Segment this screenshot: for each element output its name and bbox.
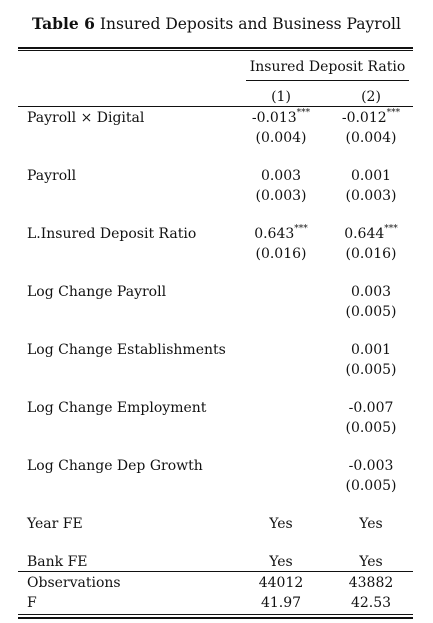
se-col1: (0.004) — [236, 129, 326, 147]
fe-col1: Yes — [236, 515, 326, 533]
row-label-value: Log Change Payroll — [27, 284, 167, 300]
fe-label: Year FE — [27, 515, 83, 533]
stat-col2-value: 42.53 — [350, 595, 392, 611]
se-col2: (0.005) — [325, 361, 417, 379]
coef-col1: -0.013*** — [236, 109, 326, 127]
se-col1: (0.003) — [236, 187, 326, 205]
se-col2-value: (0.005) — [345, 420, 397, 436]
coef-col1-value: 0.003 — [260, 168, 302, 184]
row-label: Log Change Employment — [27, 399, 206, 417]
table-caption-label: Table 6 — [32, 14, 95, 33]
stat-col1: 44012 — [236, 574, 326, 592]
coef-col1-value: -0.013 — [251, 110, 297, 126]
fe-col2-value: Yes — [359, 516, 383, 532]
stat-col2-value: 43882 — [348, 575, 394, 591]
coef-col2-value: 0.001 — [350, 168, 392, 184]
se-col1-value: (0.016) — [255, 246, 307, 262]
fe-col1-value: Yes — [269, 554, 293, 570]
row-label: Log Change Dep Growth — [27, 457, 203, 475]
coef-col2-value: -0.012 — [341, 110, 387, 126]
bottom-rule — [18, 617, 413, 619]
coef-col2: 0.644*** — [325, 225, 417, 243]
row-label: L.Insured Deposit Ratio — [27, 225, 196, 243]
coef-col2-value: 0.001 — [350, 342, 392, 358]
coef-col2-value: -0.007 — [348, 400, 394, 416]
bottom-rule-inner — [18, 614, 413, 615]
column-1-header: (1) — [271, 89, 291, 105]
row-label-value: L.Insured Deposit Ratio — [27, 226, 197, 242]
fe-label: Bank FE — [27, 553, 88, 571]
row-label: Payroll × Digital — [27, 109, 144, 127]
se-col1-value: (0.003) — [255, 188, 307, 204]
fe-col1-value: Yes — [269, 516, 293, 532]
coef-col1-significance-stars: *** — [296, 108, 311, 119]
coef-col2: -0.007 — [325, 399, 417, 417]
header-rule — [18, 106, 413, 107]
se-col2: (0.005) — [325, 419, 417, 437]
fe-label-value: Bank FE — [27, 554, 88, 570]
coef-col2: -0.003 — [325, 457, 417, 475]
column-2-header: (2) — [361, 89, 381, 105]
top-rule — [18, 47, 413, 49]
stat-label-value: F — [27, 595, 37, 611]
fe-label-value: Year FE — [27, 516, 83, 532]
se-col2-value: (0.016) — [345, 246, 397, 262]
se-col2: (0.004) — [325, 129, 417, 147]
se-col2: (0.003) — [325, 187, 417, 205]
fe-col2: Yes — [325, 515, 417, 533]
stat-col1-value: 41.97 — [260, 595, 302, 611]
stat-label: F — [27, 594, 37, 612]
se-col2-value: (0.005) — [345, 478, 397, 494]
stats-rule — [18, 571, 413, 572]
se-col2-value: (0.003) — [345, 188, 397, 204]
coef-col2-significance-stars: *** — [384, 224, 398, 235]
stat-col2: 42.53 — [325, 594, 417, 612]
top-rule-inner — [18, 50, 413, 51]
row-label-value: Payroll × Digital — [27, 110, 145, 126]
row-label-value: Log Change Establishments — [27, 342, 226, 358]
stat-col1-value: 44012 — [258, 575, 304, 591]
row-label-value: Log Change Dep Growth — [27, 458, 203, 474]
coef-col1-significance-stars: *** — [294, 224, 308, 235]
coef-col2: 0.001 — [325, 341, 417, 359]
dependent-variable-header: Insured Deposit Ratio — [249, 59, 406, 75]
coef-col1: 0.643*** — [236, 225, 326, 243]
coef-col2-value: -0.003 — [348, 458, 394, 474]
se-col2-value: (0.005) — [345, 362, 397, 378]
coef-col2-significance-stars: *** — [386, 108, 401, 119]
coef-col1-value: 0.643 — [254, 226, 295, 242]
table-caption-title: Insured Deposits and Business Payroll — [99, 15, 401, 33]
group-header-rule — [246, 80, 409, 81]
se-col2: (0.016) — [325, 245, 417, 263]
row-label: Payroll — [27, 167, 76, 185]
stat-col1: 41.97 — [236, 594, 326, 612]
coef-col2: 0.003 — [325, 283, 417, 301]
row-label-value: Log Change Employment — [27, 400, 207, 416]
coef-col2-value: 0.644 — [344, 226, 385, 242]
coef-col2: 0.001 — [325, 167, 417, 185]
fe-col2: Yes — [325, 553, 417, 571]
fe-col1: Yes — [236, 553, 326, 571]
se-col2: (0.005) — [325, 303, 417, 321]
se-col2-value: (0.005) — [345, 304, 397, 320]
se-col1-value: (0.004) — [255, 130, 307, 146]
table-caption: Table 6 Insured Deposits and Business Pa… — [0, 14, 433, 33]
coef-col1: 0.003 — [236, 167, 326, 185]
se-col2: (0.005) — [325, 477, 417, 495]
row-label: Log Change Establishments — [27, 341, 226, 359]
row-label: Log Change Payroll — [27, 283, 166, 301]
stat-col2: 43882 — [325, 574, 417, 592]
coef-col2-value: 0.003 — [350, 284, 392, 300]
row-label-value: Payroll — [27, 168, 77, 184]
coef-col2: -0.012*** — [325, 109, 417, 127]
fe-col2-value: Yes — [359, 554, 383, 570]
se-col2-value: (0.004) — [345, 130, 397, 146]
stat-label: Observations — [27, 574, 121, 592]
se-col1: (0.016) — [236, 245, 326, 263]
stat-label-value: Observations — [27, 575, 121, 591]
